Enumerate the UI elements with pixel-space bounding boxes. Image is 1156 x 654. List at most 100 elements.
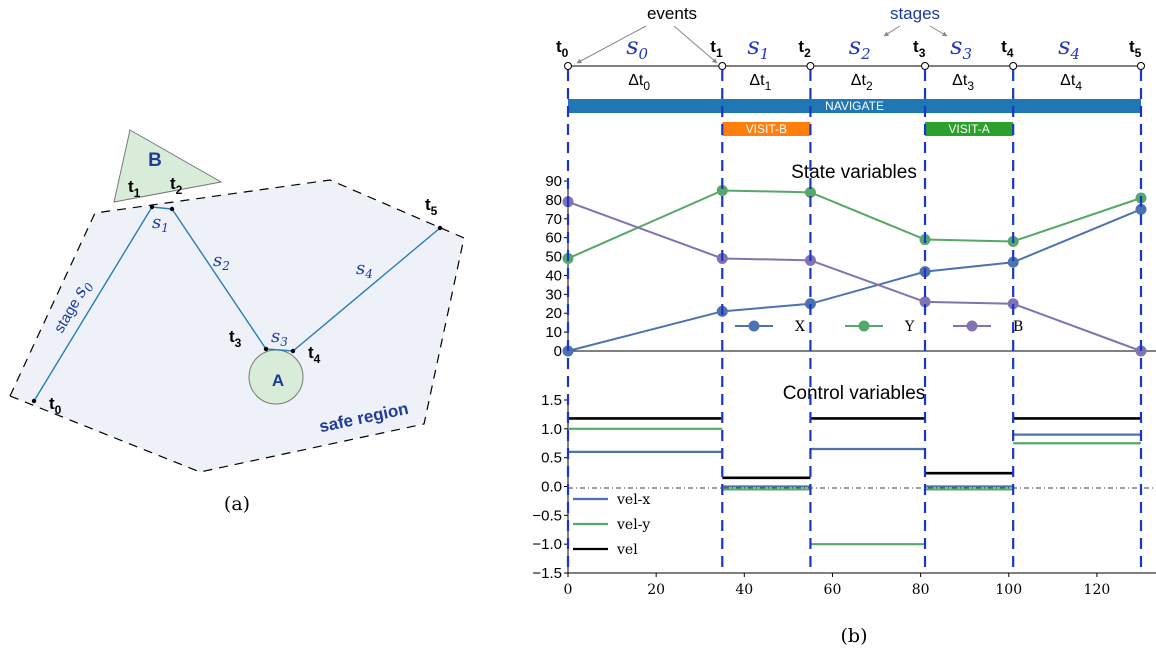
state-data-point bbox=[804, 298, 816, 310]
control-x-tick-label: 80 bbox=[912, 582, 930, 598]
state-data-point bbox=[1007, 256, 1019, 268]
b-time-label: t3 bbox=[913, 37, 926, 60]
state-data-point bbox=[716, 184, 728, 196]
event-marker bbox=[1009, 62, 1018, 70]
control-y-tick-label: −0.5 bbox=[532, 507, 562, 524]
region-a-label: A bbox=[272, 371, 284, 390]
control-x-tick-label: 100 bbox=[995, 582, 1022, 598]
control-x-tick-label: 20 bbox=[647, 582, 665, 598]
state-y-tick-label: 40 bbox=[545, 267, 562, 284]
b-delta-label: Δt0 bbox=[628, 72, 650, 93]
a-t4-label: t4 bbox=[308, 343, 321, 366]
a-stage4-label: s4 bbox=[356, 258, 373, 281]
caption-b: (b) bbox=[841, 625, 868, 647]
state-legend-label: Y bbox=[904, 319, 915, 335]
activity-bar bbox=[925, 122, 1014, 136]
a-stage3-label: s3 bbox=[271, 326, 288, 349]
control-legend-label: vel-y bbox=[616, 517, 650, 533]
event-marker bbox=[564, 62, 572, 70]
control-y-tick-label: 1.0 bbox=[541, 421, 562, 438]
event-marker bbox=[921, 62, 930, 70]
control-x-tick-label: 120 bbox=[1084, 582, 1111, 598]
region-b-label: B bbox=[148, 150, 162, 171]
stages-label: stages bbox=[890, 4, 940, 23]
state-data-point bbox=[1007, 298, 1019, 310]
b-time-label: t0 bbox=[556, 37, 569, 60]
events-arrow-right bbox=[673, 25, 718, 64]
panel-a-time-labels: t0 t1 t2 t3 t4 t5 bbox=[49, 174, 438, 417]
activity-bar-label: VISIT-B bbox=[746, 122, 787, 136]
a-t2-label: t2 bbox=[170, 174, 183, 197]
state-series-line bbox=[567, 200, 1142, 352]
state-data-point bbox=[804, 186, 816, 198]
state-y-tick-label: 0 bbox=[554, 343, 562, 360]
event-marker bbox=[718, 62, 727, 70]
b-stage-label: s4 bbox=[1058, 32, 1080, 63]
control-y-tick-label: 0.5 bbox=[541, 450, 562, 467]
events-arrow-left bbox=[576, 25, 647, 64]
b-stage-label: s2 bbox=[849, 32, 871, 63]
b-stage-label: s0 bbox=[626, 32, 648, 63]
region-b-polygon bbox=[113, 129, 223, 203]
events-label: events bbox=[647, 4, 697, 23]
state-data-point bbox=[1135, 345, 1147, 357]
a-stage1-label: s1 bbox=[152, 212, 169, 235]
state-legend-label: B bbox=[1013, 319, 1023, 335]
state-legend-marker bbox=[858, 320, 870, 332]
event-lines bbox=[566, 70, 1143, 573]
control-y-tick-label: 0.0 bbox=[541, 479, 562, 496]
b-delta-label: Δt4 bbox=[1060, 72, 1082, 93]
activity-bars: NAVIGATE VISIT-B VISIT-A bbox=[568, 99, 1141, 136]
b-delta-label: Δt2 bbox=[851, 72, 873, 93]
b-delta-label: Δt3 bbox=[952, 72, 974, 93]
trajectory-path bbox=[33, 206, 441, 402]
state-y-tick-label: 60 bbox=[545, 230, 562, 247]
control-chart-title: Control variables bbox=[783, 383, 926, 404]
a-t3-label: t3 bbox=[229, 327, 242, 350]
safe-region-polygon bbox=[9, 179, 465, 473]
activity-bar bbox=[568, 99, 1141, 113]
state-y-tick-label: 50 bbox=[545, 249, 562, 266]
a-stage2-label: s2 bbox=[213, 250, 230, 273]
control-x-tick-label: 60 bbox=[824, 582, 842, 598]
state-legend-marker bbox=[748, 320, 760, 332]
state-y-tick-label: 80 bbox=[545, 192, 562, 209]
stages-arrow-right bbox=[929, 25, 948, 37]
a-t5-label: t5 bbox=[425, 195, 438, 218]
activity-bar bbox=[722, 122, 811, 136]
activity-bar-label: NAVIGATE bbox=[825, 99, 884, 113]
a-t0-label: t0 bbox=[49, 394, 62, 417]
control-y-tick-label: 1.5 bbox=[541, 392, 562, 409]
control-legend-label: vel bbox=[616, 542, 638, 558]
state-series-line bbox=[567, 208, 1142, 352]
state-y-tick-label: 10 bbox=[545, 324, 562, 341]
state-y-tick-label: 90 bbox=[545, 173, 562, 190]
control-y-tick-label: −1.5 bbox=[532, 565, 562, 582]
control-x-tick-label: 0 bbox=[564, 582, 573, 598]
state-series-line bbox=[567, 189, 1142, 260]
state-chart-title: State variables bbox=[791, 162, 917, 183]
control-y-tick-label: −1.0 bbox=[532, 536, 562, 553]
control-x-tick-label: 40 bbox=[735, 582, 753, 598]
b-time-label: t1 bbox=[710, 37, 723, 60]
state-y-tick-label: 70 bbox=[545, 211, 562, 228]
panel-b: t0 t1 t2 t3 t4 t5 s0 Δt0 s1 Δt1 s2 Δt2 s3 Δt3 s4 Δt4 ev… bbox=[532, 4, 1156, 647]
waypoints bbox=[31, 204, 443, 404]
state-y-tick-label: 30 bbox=[545, 286, 562, 303]
b-stage-label: s3 bbox=[950, 32, 972, 63]
timeline-header: t0 t1 t2 t3 t4 t5 s0 Δt0 s1 Δt1 s2 Δt2 s3 Δt3 s4 Δt4 bbox=[556, 32, 1145, 93]
state-data-point bbox=[562, 345, 574, 357]
event-marker bbox=[806, 62, 815, 70]
state-data-point bbox=[1135, 203, 1147, 215]
b-time-label: t2 bbox=[798, 37, 811, 60]
b-stage-label: s1 bbox=[747, 32, 769, 63]
b-time-label: t5 bbox=[1129, 37, 1142, 60]
state-data-point bbox=[919, 296, 931, 308]
control-variables-chart: Control variables −1.5 −1.0 −0.5 0.0 0.5 1.0 1… bbox=[532, 383, 1156, 598]
b-time-label: t4 bbox=[1001, 37, 1014, 60]
activity-bar-label: VISIT-A bbox=[948, 122, 989, 136]
caption-a: (a) bbox=[224, 493, 250, 515]
state-legend-label: X bbox=[795, 319, 805, 335]
